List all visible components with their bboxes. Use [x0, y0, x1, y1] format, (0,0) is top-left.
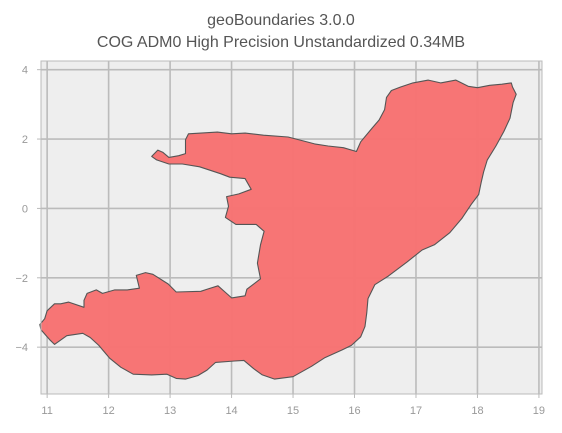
- y-axis: −4 −2 0 2 4: [15, 65, 41, 354]
- x-tick-label: 16: [348, 405, 360, 417]
- map-title: geoBoundaries 3.0.0: [207, 12, 355, 29]
- country-boundary-polygon: [39, 79, 517, 380]
- y-tick-label: −4: [15, 342, 28, 354]
- x-tick-label: 11: [41, 405, 52, 417]
- x-tick-label: 15: [287, 405, 299, 417]
- x-tick-label: 12: [102, 405, 114, 417]
- plot-frame: [40, 60, 543, 395]
- x-tick-label: 18: [471, 405, 483, 417]
- x-tick-label: 19: [533, 405, 545, 417]
- y-tick-label: 2: [22, 134, 28, 146]
- y-tick-label: −2: [15, 273, 28, 285]
- x-axis: 11 12 13 14 15 16 17 18 19: [41, 394, 545, 417]
- x-tick-label: 13: [164, 405, 176, 417]
- map-subtitle: COG ADM0 High Precision Unstandardized 0…: [96, 34, 466, 51]
- x-tick-label: 14: [225, 405, 237, 417]
- y-tick-label: 4: [22, 65, 28, 77]
- x-tick-label: 17: [410, 405, 422, 417]
- y-tick-label: 0: [22, 203, 28, 215]
